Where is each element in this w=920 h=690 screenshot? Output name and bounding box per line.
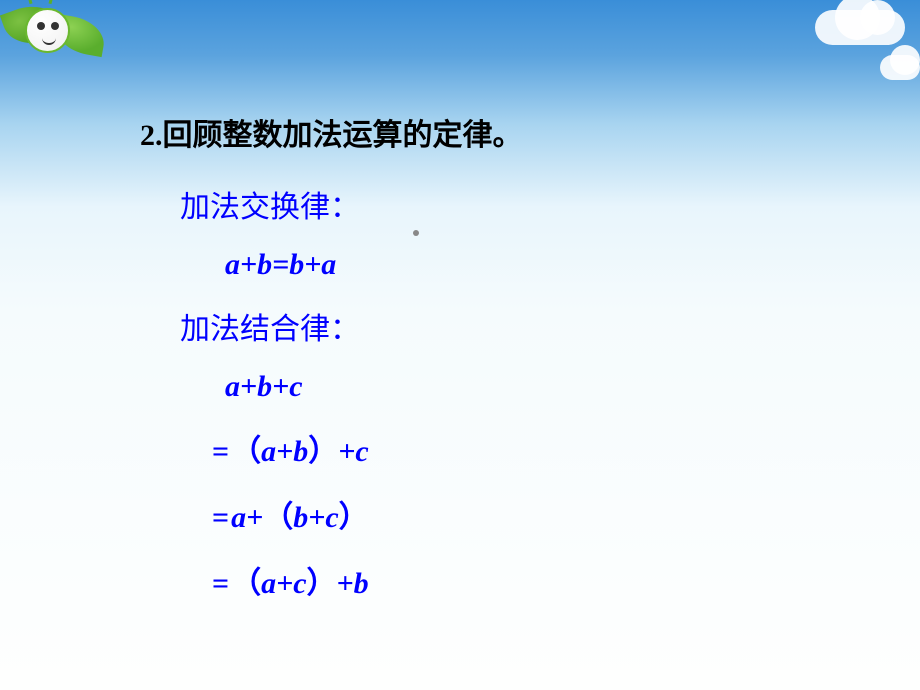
- associative-formula-line1: a+b+c: [225, 370, 860, 404]
- paren-close: ）: [307, 567, 337, 600]
- paren-open: （: [231, 435, 261, 468]
- commutative-formula: a+b=b+a: [225, 248, 860, 282]
- slide-content: 2.回顾整数加法运算的定律。 加法交换律： a+b=b+a 加法结合律： a+b…: [140, 110, 860, 624]
- cloud-decoration-2: [880, 55, 920, 80]
- formula-part: b+c: [293, 501, 338, 534]
- commutative-law-label: 加法交换律：: [180, 182, 860, 226]
- character-antenna-1: [26, 0, 32, 4]
- associative-law-label: 加法结合律：: [180, 304, 860, 348]
- paren-close: ）: [339, 501, 369, 534]
- associative-formula-line3: =a+（b+c）: [212, 492, 860, 536]
- associative-formula-line4: =（a+c）+b: [212, 558, 860, 602]
- equals-sign: =: [212, 435, 229, 468]
- equals-sign: =: [212, 501, 229, 534]
- equals-sign: =: [212, 567, 229, 600]
- paren-open: （: [263, 501, 293, 534]
- associative-formula-line2: =（a+b）+c: [212, 426, 860, 470]
- leaf-decoration: [0, 0, 130, 90]
- character-antenna-2: [48, 0, 54, 4]
- paren-close: ）: [308, 435, 338, 468]
- cartoon-character: [25, 8, 70, 53]
- formula-part: a+c: [261, 567, 306, 600]
- cloud-decoration-1: [815, 10, 905, 45]
- paren-open: （: [231, 567, 261, 600]
- formula-part: a+b: [261, 435, 308, 468]
- formula-part: a+: [231, 501, 263, 534]
- formula-part: +b: [337, 567, 369, 600]
- section-title: 2.回顾整数加法运算的定律。: [140, 110, 860, 154]
- formula-part: +c: [338, 435, 368, 468]
